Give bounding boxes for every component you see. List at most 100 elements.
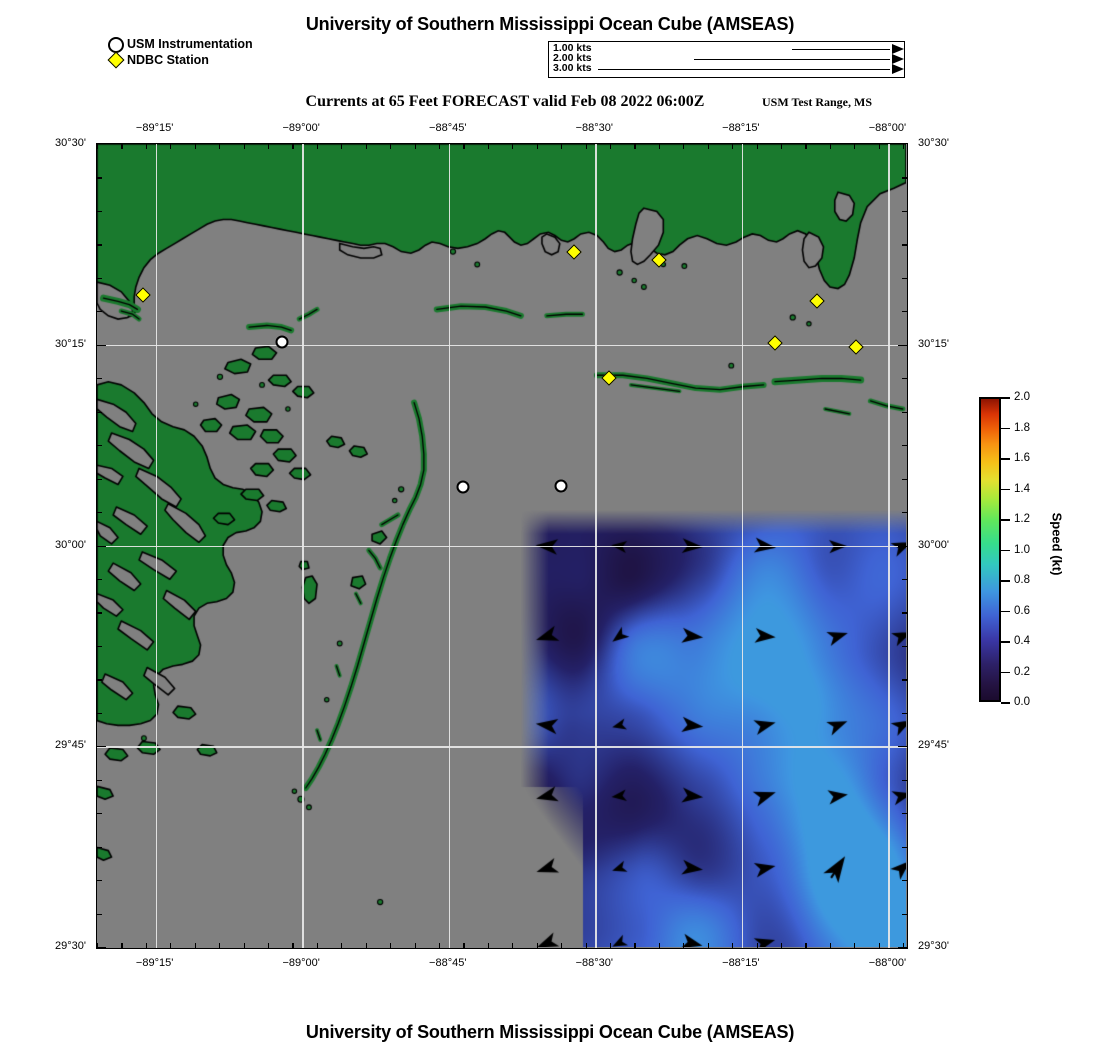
axis-tick <box>463 943 465 948</box>
vector-scale-legend: 1.00 kts 2.00 kts 3.00 kts <box>548 41 905 78</box>
colorbar-tick-label: 1.4 <box>1014 482 1030 495</box>
axis-tick <box>97 244 102 246</box>
axis-tick <box>902 244 907 246</box>
vector-shaft-2 <box>694 59 890 60</box>
colorbar-tick <box>1001 641 1010 643</box>
page-title: University of Southern Mississippi Ocean… <box>305 14 795 34</box>
axis-tick <box>97 578 102 581</box>
axis-tick <box>903 943 905 948</box>
axis-tick <box>902 813 907 815</box>
axis-tick <box>97 277 102 280</box>
axis-tick <box>609 943 612 948</box>
axis-tick <box>97 210 102 213</box>
axis-tick <box>898 344 907 346</box>
axis-label-longitude: −89°00' <box>282 122 320 134</box>
axis-tick <box>97 545 106 547</box>
axis-tick <box>902 645 907 648</box>
axis-label-longitude: −88°45' <box>429 122 467 134</box>
axis-tick <box>829 943 831 948</box>
axis-tick <box>898 947 907 948</box>
axis-label-latitude: 30°30' <box>55 137 86 149</box>
colorbar-tick-label: 0.8 <box>1014 574 1030 586</box>
axis-tick <box>683 144 685 149</box>
vector-arrowhead-3 <box>892 64 904 74</box>
colorbar-tick <box>1001 397 1010 399</box>
axis-tick <box>463 144 465 149</box>
axis-tick <box>365 144 367 149</box>
usm-instrumentation-marker[interactable] <box>554 479 568 493</box>
axis-label-latitude: 30°15' <box>55 337 86 350</box>
vector-arrowhead-1 <box>892 44 904 54</box>
axis-tick <box>902 177 907 179</box>
axis-tick <box>878 943 880 948</box>
axis-tick <box>854 144 856 149</box>
colorbar-tick <box>1001 427 1010 430</box>
axis-tick <box>756 144 758 149</box>
axis-label-longitude: −89°15' <box>135 122 174 134</box>
axis-tick <box>219 943 221 948</box>
axis-tick <box>805 943 807 948</box>
axis-label-latitude: 30°15' <box>918 337 949 350</box>
axis-tick <box>536 943 538 948</box>
axis-tick <box>390 943 392 948</box>
axis-tick <box>732 943 734 948</box>
axis-tick <box>97 913 102 915</box>
axis-tick <box>902 277 907 280</box>
axis-tick <box>341 144 343 149</box>
colorbar-tick-label: 1.8 <box>1014 421 1030 434</box>
usm-instrumentation-marker[interactable] <box>275 335 289 349</box>
test-range-label: USM Test Range, MS <box>762 95 873 109</box>
axis-tick <box>658 144 660 149</box>
axis-label-longitude: −88°30' <box>575 122 613 134</box>
axis-tick <box>97 344 106 346</box>
legend-item-ndbc: NDBC Station <box>107 51 338 69</box>
vector-scale-label-1: 1.00 kts <box>553 42 592 54</box>
axis-tick <box>902 445 907 447</box>
axis-tick <box>97 947 106 948</box>
axis-tick <box>267 144 270 149</box>
vector-scale-row-2: 2.00 kts <box>549 52 904 65</box>
axis-label-latitude: 30°00' <box>55 538 86 551</box>
axis-tick <box>902 712 907 714</box>
axis-tick <box>341 943 343 948</box>
axis-tick <box>902 378 907 380</box>
axis-label-latitude: 30°30' <box>918 137 949 149</box>
axis-tick <box>219 144 221 149</box>
axis-tick <box>97 311 102 313</box>
subtitle-row: Currents at 65 Feet FORECAST valid Feb 0… <box>0 93 1100 113</box>
legend-label-ndbc: NDBC Station <box>127 53 209 67</box>
axis-tick <box>97 779 102 781</box>
station-legend: USM Instrumentation NDBC Station <box>107 36 338 69</box>
axis-tick <box>121 943 123 948</box>
axis-label-longitude: −88°45' <box>429 957 467 969</box>
gridline-horizontal <box>97 344 907 347</box>
axis-tick <box>97 880 102 882</box>
axis-tick <box>829 144 831 149</box>
colorbar-tick <box>1001 580 1010 582</box>
axis-tick <box>97 645 102 648</box>
axis-tick <box>585 943 587 948</box>
colorbar-tick <box>1001 610 1010 613</box>
axis-tick <box>145 144 148 149</box>
vector-arrowhead-2 <box>892 54 904 64</box>
axis-tick <box>97 411 102 413</box>
colorbar-tick-label: 0.0 <box>1014 696 1030 708</box>
colorbar-tick <box>1001 702 1010 704</box>
axis-tick <box>97 445 102 447</box>
axis-label-latitude: 29°45' <box>55 739 86 752</box>
usm-instrumentation-marker[interactable] <box>456 480 470 494</box>
axis-tick <box>243 943 245 948</box>
colorbar-tick-label: 1.6 <box>1014 452 1030 464</box>
ndbc-station-icon <box>107 51 125 69</box>
axis-tick <box>707 943 709 948</box>
axis-tick <box>267 943 270 948</box>
vector-scale-label-2: 2.00 kts <box>553 52 592 64</box>
axis-tick <box>97 512 102 514</box>
axis-label-longitude: −89°15' <box>135 957 174 969</box>
map-plot-area[interactable] <box>96 143 908 949</box>
axis-tick <box>438 943 441 948</box>
axis-tick <box>902 478 907 480</box>
axis-tick <box>878 144 880 149</box>
axis-tick <box>780 943 783 948</box>
vector-shaft-3 <box>598 69 890 70</box>
